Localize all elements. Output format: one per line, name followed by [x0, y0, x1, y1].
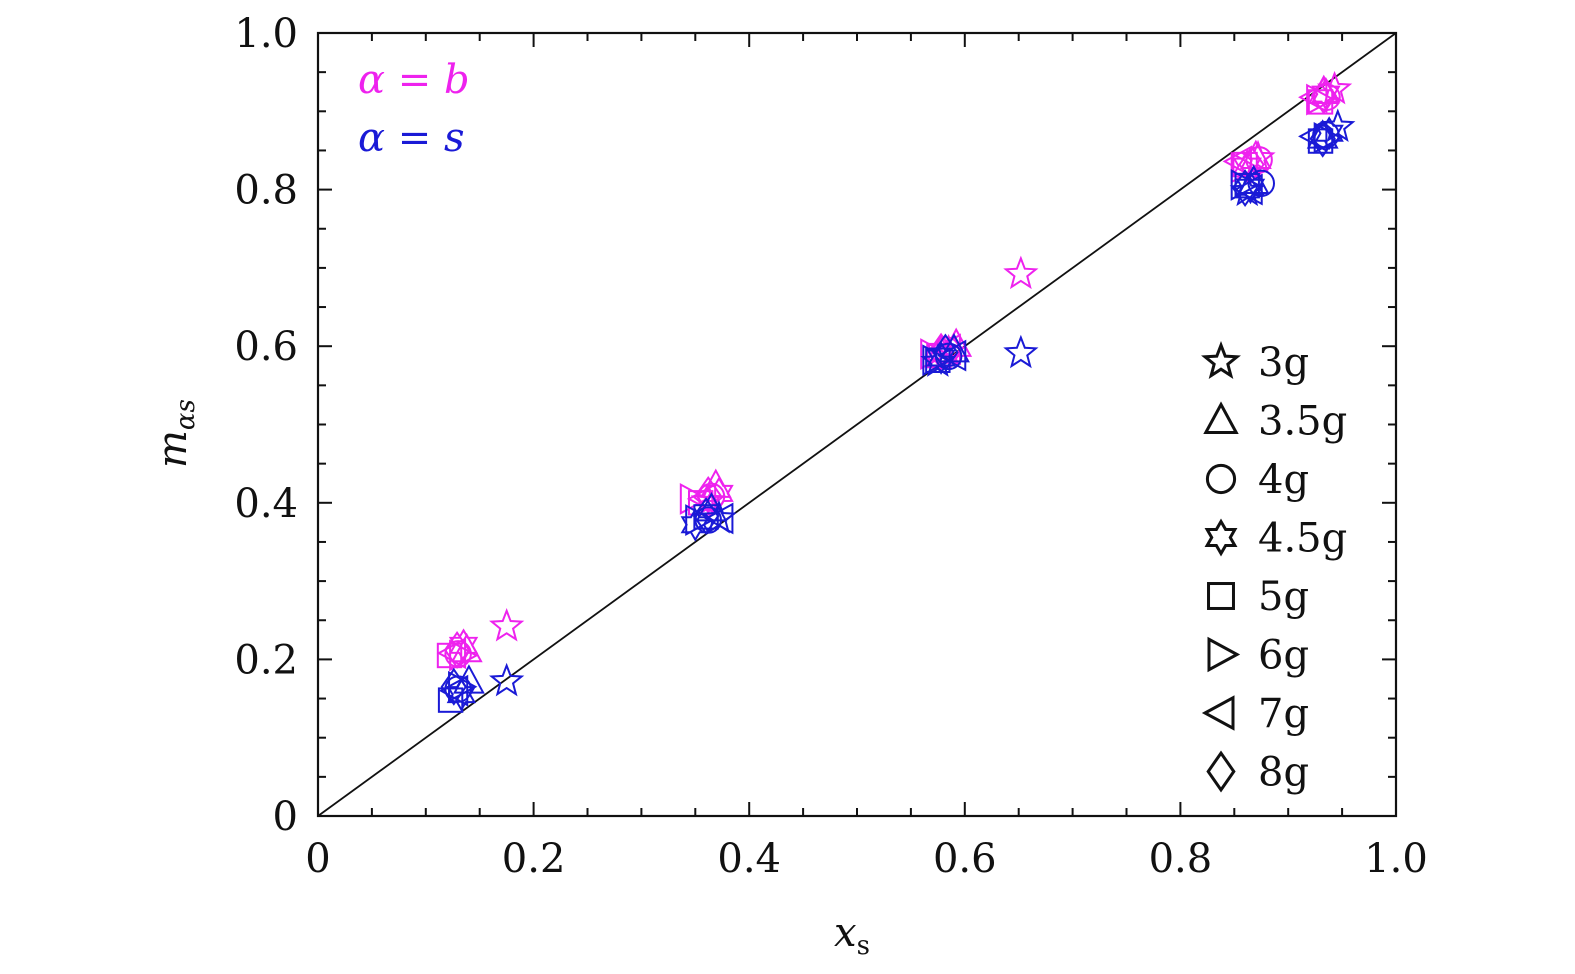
data-point-s-triangle-left — [704, 502, 734, 535]
x-tick-label: 0.2 — [502, 836, 566, 882]
x-axis-title-sub: s — [857, 931, 870, 961]
data-point-s-triangle-left — [1233, 173, 1263, 206]
legend-marker-square — [1207, 582, 1235, 610]
data-point-s-triangle-left — [936, 339, 967, 372]
y-tick-label: 1.0 — [234, 11, 298, 57]
data-point-s-triangle-right — [1313, 121, 1344, 154]
legend-marker-star5 — [1201, 341, 1241, 379]
group-label-b: α = b — [358, 57, 470, 103]
data-point-b-star5 — [489, 607, 525, 642]
y-tick-label: 0 — [273, 794, 298, 840]
legend-label: 5g — [1258, 574, 1309, 620]
data-points-layer — [436, 70, 1356, 713]
x-tick-label: 1.0 — [1364, 836, 1428, 882]
x-axis-title: xs — [834, 910, 870, 961]
data-point-s-square — [437, 687, 464, 713]
x-tick-label: 0.4 — [717, 836, 781, 882]
data-point-b-star5 — [1003, 255, 1039, 290]
data-point-s-diamond — [440, 667, 468, 706]
x-tick-label: 0 — [305, 836, 330, 882]
legend-label: 4g — [1258, 457, 1309, 503]
data-point-s-triangle-left — [438, 674, 469, 707]
legend-label: 3g — [1258, 340, 1309, 386]
legend-label: 6g — [1258, 633, 1309, 679]
legend-marker-star6 — [1204, 518, 1238, 557]
data-point-b-triangle-right — [449, 639, 479, 672]
data-point-b-star6 — [448, 628, 479, 663]
data-point-s-triangle-right — [922, 344, 952, 377]
data-point-b-triangle-left — [1298, 81, 1328, 114]
data-point-b-triangle-right — [920, 338, 950, 370]
legend-label: 4.5g — [1258, 516, 1347, 562]
y-tick-label: 0.8 — [234, 168, 298, 214]
legend-marker-triangle-up — [1203, 401, 1239, 434]
legend-marker-diamond — [1206, 750, 1236, 793]
data-point-s-star5 — [1003, 334, 1039, 369]
data-point-b-diamond — [1310, 76, 1337, 115]
legend-label: 3.5g — [1258, 399, 1347, 445]
y-axis-title: mαs — [150, 399, 201, 468]
reference-line — [317, 32, 1397, 817]
legend-marker-circle — [1205, 463, 1237, 495]
axes-layer: 0 0.2 0.4 0.6 0.8 1.0 0 0.2 0.4 0.6 0.8 1.0 — [234, 11, 1427, 882]
legend-marker-triangle-left — [1201, 695, 1235, 731]
data-point-s-star6 — [1235, 170, 1266, 205]
data-point-b-diamond — [443, 631, 471, 670]
y-axis-title-sub: αs — [171, 399, 201, 430]
legend-label: 7g — [1258, 691, 1309, 737]
y-tick-label: 0.2 — [234, 637, 298, 683]
data-point-s-diamond — [932, 333, 959, 372]
y-tick-label: 0.4 — [234, 481, 298, 527]
data-point-s-diamond — [692, 497, 720, 536]
y-tick-label: 0.6 — [234, 324, 298, 370]
data-point-s-diamond — [1231, 169, 1259, 208]
y-axis-title-main: m — [150, 430, 196, 468]
data-point-s-triangle-right — [685, 504, 715, 536]
marker-legend: 3g 3.5g 4g 4.5g 5g 6g 7g 8g — [1201, 340, 1347, 796]
legend-label: 8g — [1258, 750, 1309, 796]
x-tick-label: 0.8 — [1149, 836, 1213, 882]
group-label-s: α = s — [358, 115, 464, 161]
x-axis-title-main: x — [834, 910, 857, 956]
data-point-b-square — [1232, 151, 1258, 178]
legend-marker-triangle-right — [1207, 636, 1241, 673]
data-point-s-star5 — [489, 662, 525, 697]
data-point-s-triangle-right — [1230, 168, 1261, 201]
data-point-s-diamond — [1309, 119, 1336, 158]
data-point-b-diamond — [695, 475, 722, 514]
data-point-b-triangle-left — [1222, 145, 1252, 178]
x-tick-label: 0.6 — [933, 836, 997, 882]
